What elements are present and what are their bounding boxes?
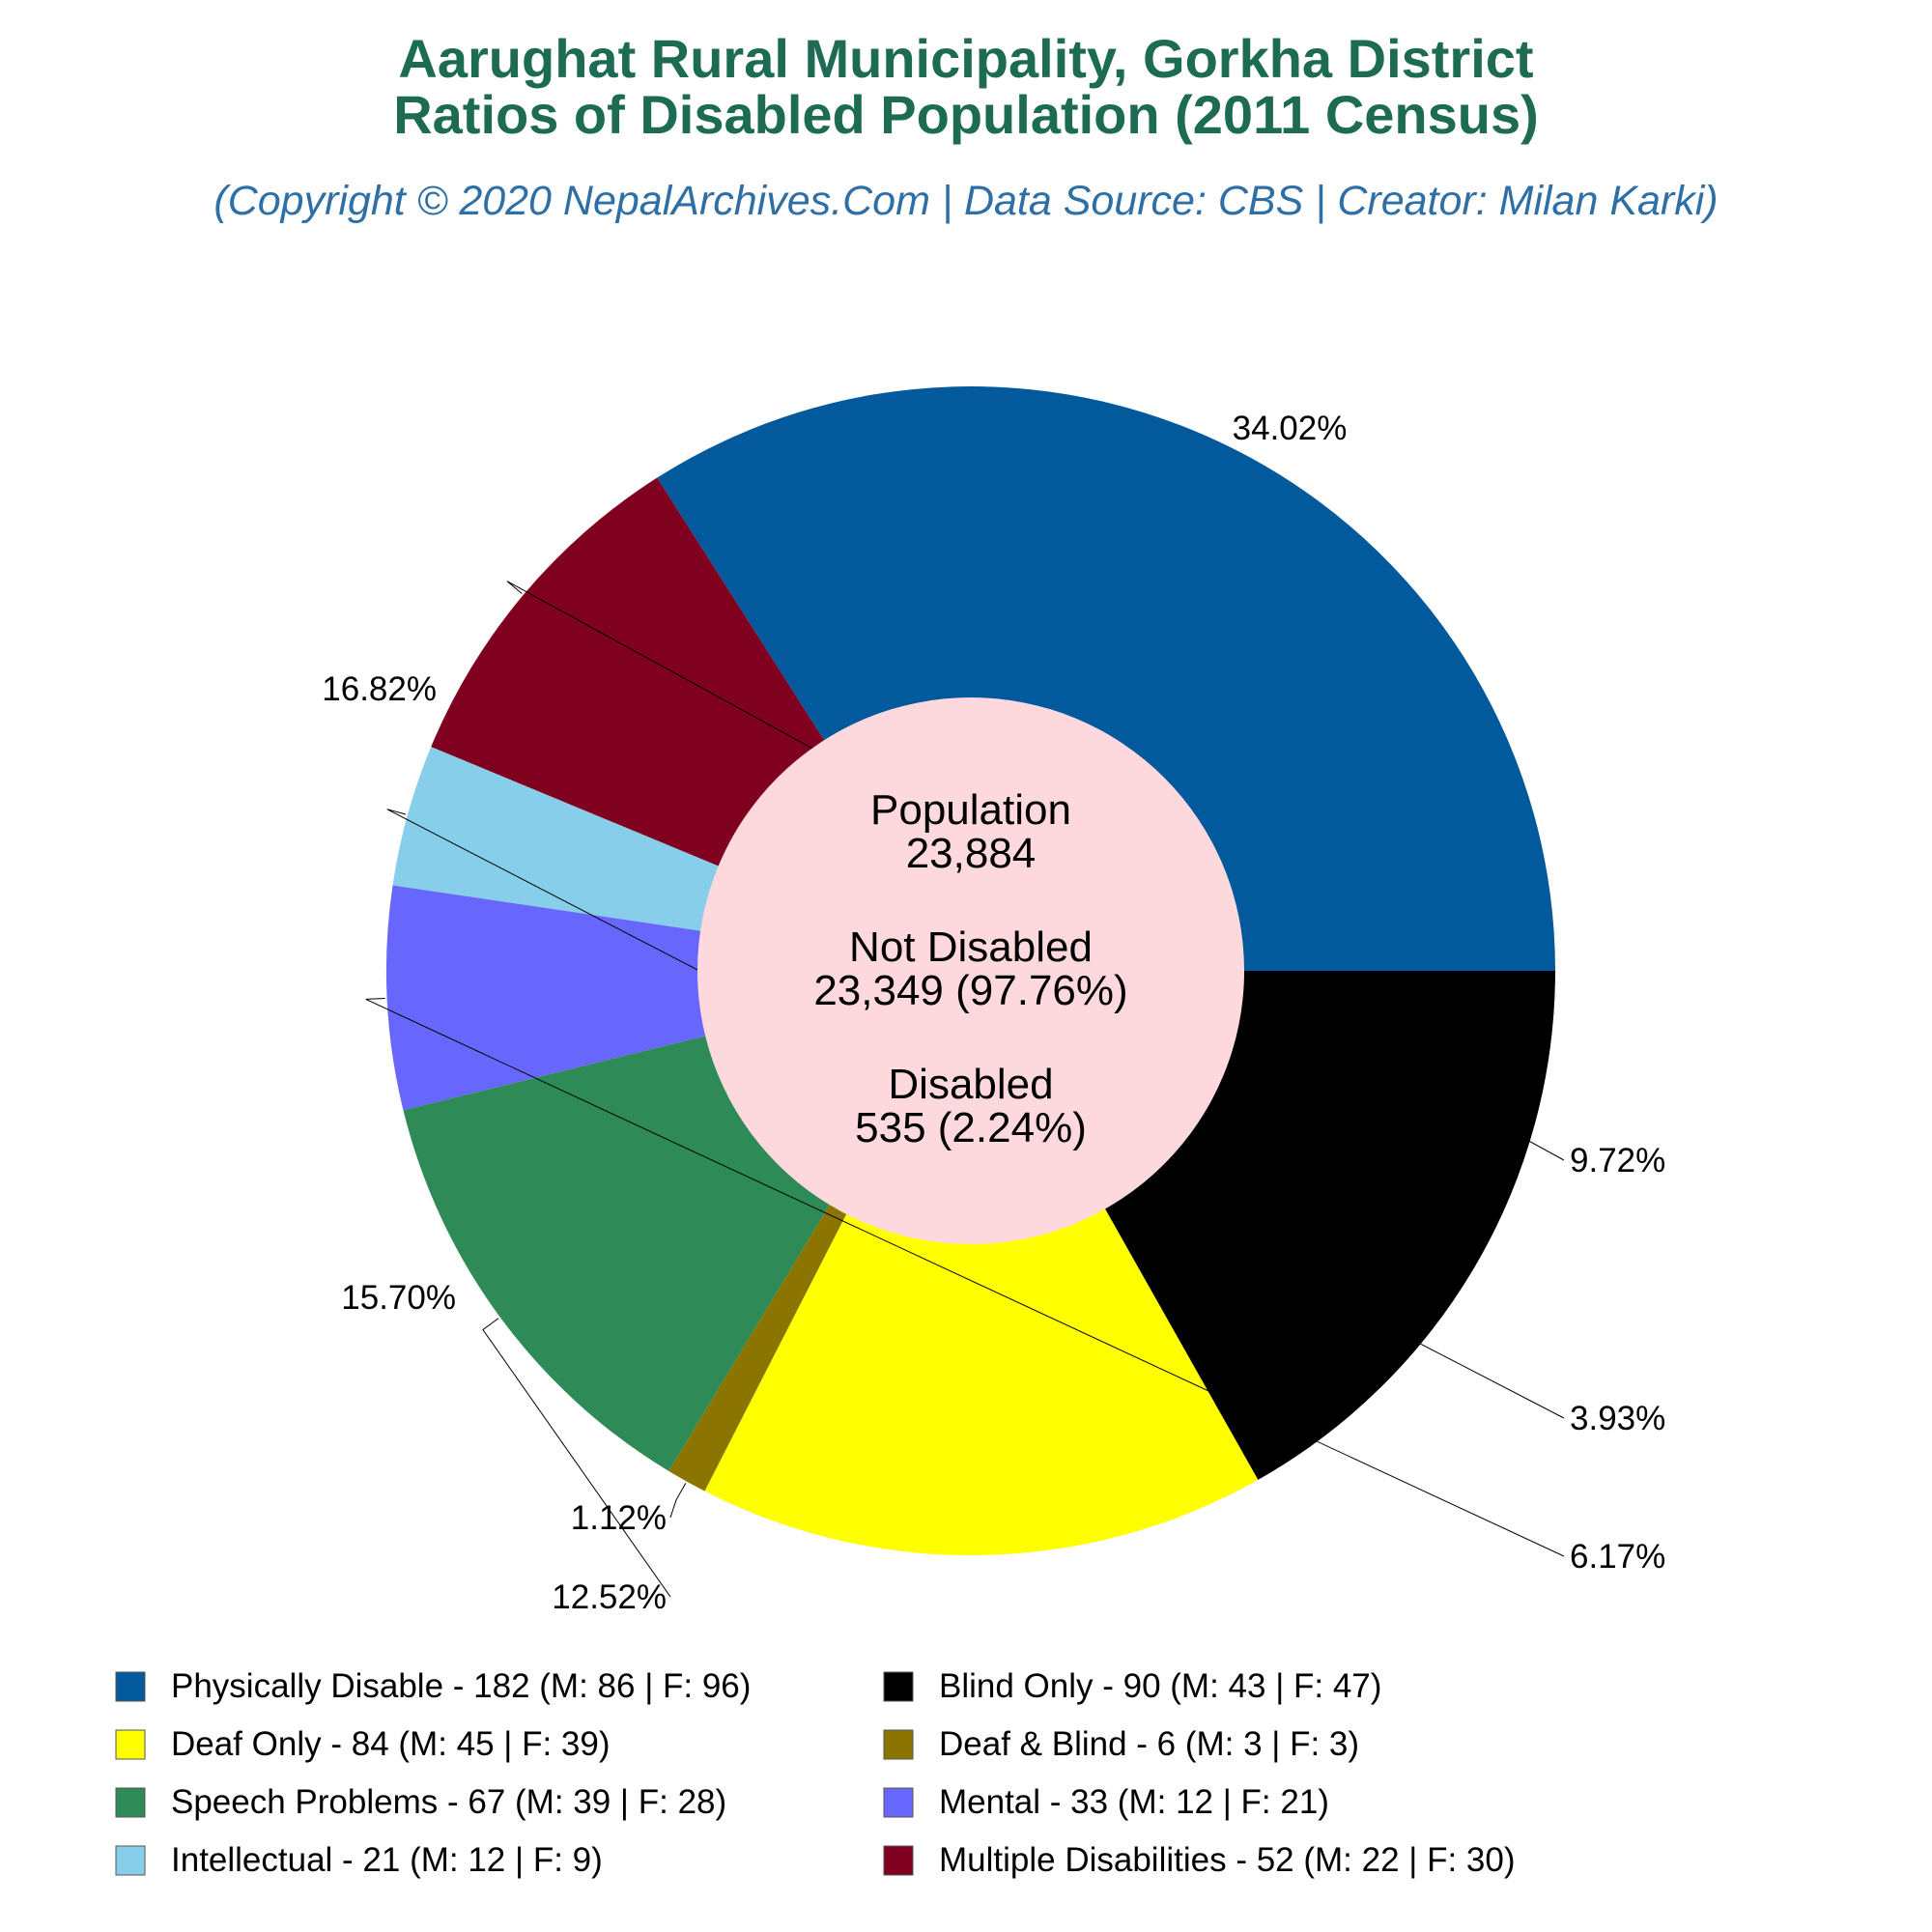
legend-swatch-intellectual (115, 1845, 146, 1876)
percent-label-deaf-and-blind: 1.12% (571, 1499, 667, 1537)
legend-label-mental: Mental - 33 (M: 12 | F: 21) (939, 1783, 1329, 1821)
center-not-disabled-value: 23,349 (97.76%) (813, 967, 1127, 1014)
slice-mental (386, 885, 971, 1111)
legend-swatch-multiple-disabilities (883, 1845, 914, 1876)
slice-deaf-only (704, 971, 1259, 1556)
chart-title-line-2: Ratios of Disabled Population (2011 Cens… (393, 84, 1539, 145)
center-population-label: Population (870, 786, 1071, 834)
legend: Physically Disable - 182 (M: 86 | F: 96)… (115, 1667, 1516, 1879)
percent-label-physically-disable: 34.02% (1233, 410, 1348, 447)
percent-label-blind-only: 16.82% (322, 670, 437, 708)
percent-label-intellectual: 3.93% (1570, 1400, 1665, 1437)
chart-title-group: Aarughat Rural Municipality, Gorkha Dist… (393, 28, 1539, 145)
percent-label-speech-problems: 12.52% (552, 1578, 667, 1616)
legend-label-speech-problems: Speech Problems - 67 (M: 39 | F: 28) (171, 1783, 726, 1821)
legend-label-physically-disable: Physically Disable - 182 (M: 86 | F: 96) (171, 1667, 751, 1705)
chart-title-line-1: Aarughat Rural Municipality, Gorkha Dist… (398, 28, 1533, 89)
leader-line-deaf-and-blind (669, 1483, 687, 1519)
legend-label-blind-only: Blind Only - 90 (M: 43 | F: 47) (939, 1667, 1381, 1705)
legend-swatch-deaf-only (115, 1729, 146, 1760)
legend-label-deaf-and-blind: Deaf & Blind - 6 (M: 3 | F: 3) (939, 1725, 1359, 1763)
center-not-disabled-label: Not Disabled (849, 923, 1093, 971)
legend-label-intellectual: Intellectual - 21 (M: 12 | F: 9) (171, 1841, 603, 1879)
legend-swatch-blind-only (883, 1671, 914, 1702)
legend-label-deaf-only: Deaf Only - 84 (M: 45 | F: 39) (171, 1725, 611, 1763)
percent-label-mental: 6.17% (1570, 1538, 1665, 1576)
leader-line-intellectual (386, 809, 1565, 1419)
center-summary-circle (697, 697, 1244, 1244)
leader-line-speech-problems (482, 1318, 671, 1598)
legend-label-multiple-disabilities: Multiple Disabilities - 52 (M: 22 | F: 3… (939, 1841, 1516, 1879)
percent-labels: 34.02% 9.72% 3.93% 6.17% 12.52% 1.12% 15.70% 16… (322, 410, 1665, 1616)
leader-line-mental (365, 998, 1565, 1557)
percent-label-multiple-disabilities: 9.72% (1570, 1142, 1665, 1179)
legend-swatch-mental (883, 1787, 914, 1818)
center-disabled-label: Disabled (888, 1061, 1053, 1108)
center-disabled-value: 535 (2.24%) (855, 1104, 1087, 1151)
legend-swatch-physically-disable (115, 1671, 146, 1702)
center-population-value: 23,884 (906, 830, 1037, 877)
center-summary: Population 23,884 Not Disabled 23,349 (9… (813, 786, 1127, 1151)
legend-swatch-deaf-and-blind (883, 1729, 914, 1760)
legend-swatch-speech-problems (115, 1787, 146, 1818)
chart-subtitle: (Copyright © 2020 NepalArchives.Com | Da… (213, 178, 1718, 224)
percent-label-deaf-only: 15.70% (341, 1279, 456, 1317)
